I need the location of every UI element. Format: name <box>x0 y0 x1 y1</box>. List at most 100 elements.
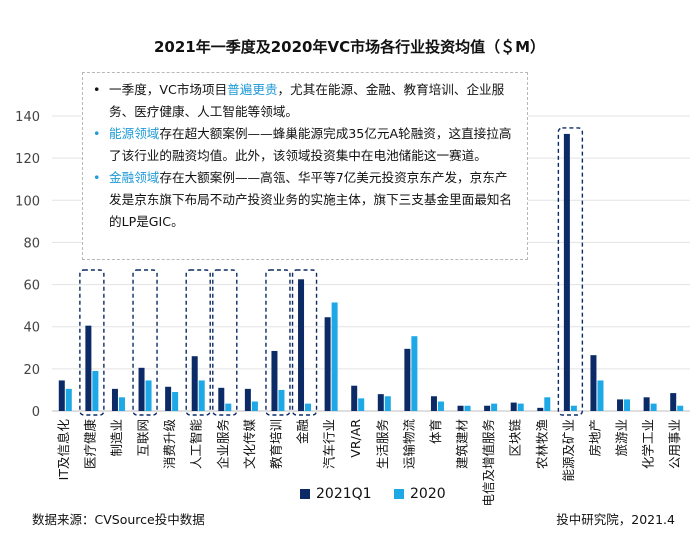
bar-2021q1 <box>324 317 331 411</box>
bar-2020 <box>92 370 99 411</box>
bar-2020 <box>145 380 152 411</box>
bar-2021q1 <box>58 380 65 411</box>
y-tick-label: 140 <box>15 110 40 125</box>
bar-2021q1 <box>85 325 92 411</box>
bar-2021q1 <box>377 394 384 411</box>
bar-2021q1 <box>271 350 278 411</box>
bar-2021q1 <box>165 386 172 411</box>
bar-2020 <box>677 405 684 411</box>
x-tick-label: 文化传媒 <box>242 419 257 470</box>
bar-2020 <box>570 405 577 411</box>
annotation-text: 存在大额案例——高瓴、华平等7亿美元投资京东产发，京东产发是京东旗下布局不动产投… <box>109 170 512 229</box>
highlight-box <box>132 269 158 416</box>
bar-2021q1 <box>138 367 145 411</box>
bar-2020 <box>491 403 498 411</box>
chart-title: 2021年一季度及2020年VC市场各行业投资均值（＄M） <box>153 38 546 56</box>
bar-2021q1 <box>351 385 358 411</box>
legend-label: 2020 <box>410 486 446 502</box>
highlight-box <box>557 127 584 416</box>
highlight-box <box>291 269 318 416</box>
bar-2021q1 <box>484 405 491 411</box>
bar-2021q1 <box>643 397 650 411</box>
y-tick-label: 0 <box>32 405 40 420</box>
bar-2020 <box>464 405 471 411</box>
annotation-text: 一季度，VC市场项目 <box>109 82 228 97</box>
x-tick-label: 生活服务 <box>375 419 390 469</box>
y-tick-label: 80 <box>23 236 40 251</box>
bar-2020 <box>437 401 444 411</box>
data-source: 数据来源：CVSource投中数据 <box>32 512 205 527</box>
x-tick-label: 体育 <box>428 419 443 444</box>
legend-item-2020: 2020 <box>394 486 446 502</box>
bar-2020 <box>411 336 418 411</box>
x-tick-label: 旅游业 <box>614 419 629 457</box>
x-tick-label: 消费升级 <box>162 419 177 470</box>
bar-2021q1 <box>430 396 437 411</box>
x-tick-label: 房地产 <box>587 419 602 457</box>
legend-label: 2021Q1 <box>316 486 372 502</box>
bar-2020 <box>225 403 232 411</box>
bar-2021q1 <box>670 393 677 411</box>
x-tick-label: 区块链 <box>508 419 523 457</box>
credit: 投中研究院，2021.4 <box>556 512 675 527</box>
bar-2020 <box>517 403 524 411</box>
annotation-paragraph-2: • 能源领域存在超大额案例——蜂巢能源完成35亿元A轮融资，这直接拉高了该行业的… <box>91 123 519 167</box>
x-tick-label: 电信及增值服务 <box>481 419 496 507</box>
bar-2021q1 <box>111 388 118 411</box>
bar-2021q1 <box>617 399 624 411</box>
x-tick-label: 互联网 <box>136 419 151 457</box>
highlight-box <box>185 269 211 416</box>
bar-2020 <box>650 403 657 411</box>
y-tick-label: 20 <box>23 363 40 378</box>
y-tick-label: 60 <box>23 279 40 294</box>
bar-2021q1 <box>298 279 305 411</box>
annotation-highlight: 金融领域 <box>109 170 160 185</box>
x-tick-label: 化学工业 <box>641 419 656 469</box>
x-tick-label: 教育培训 <box>268 419 283 469</box>
x-tick-label: 能源及矿业 <box>561 419 576 482</box>
x-tick-label: 人工智能 <box>189 419 204 470</box>
bar-2020 <box>624 399 631 411</box>
bar-2021q1 <box>510 402 517 411</box>
bar-2020 <box>358 398 365 411</box>
x-tick-labels: IT及信息化 医疗健康 制造业 互联网 消费升级 人工智能 企业服务 文化传媒 教育培训 金融 汽车… <box>56 419 682 507</box>
bar-2020 <box>278 389 285 411</box>
x-tick-label: 建筑建材 <box>455 419 470 469</box>
bar-2021q1 <box>563 133 570 412</box>
x-tick-label: 医疗健康 <box>82 419 97 470</box>
x-tick-label: VR/AR <box>348 419 363 458</box>
x-tick-label: 公用事业 <box>667 419 682 469</box>
bar-2021q1 <box>404 348 411 411</box>
highlight-box <box>79 269 105 416</box>
x-tick-label: 运输物流 <box>401 419 416 470</box>
bar-2021q1 <box>218 387 225 411</box>
annotation-box: • 一季度，VC市场项目普遍更贵，尤其在能源、金融、教育培训、企业服务、医疗健康… <box>82 72 528 260</box>
x-tick-label: 企业服务 <box>215 419 230 469</box>
highlight-boxes <box>79 127 584 416</box>
bar-2020 <box>118 397 125 411</box>
annotation-text: ，尤其在能源、金融、教育培训、企业服务、医疗健康、人工智能等领域。 <box>109 82 505 119</box>
highlight-box <box>265 269 291 416</box>
legend-swatch <box>394 489 404 499</box>
x-tick-label: 汽车行业 <box>322 419 337 469</box>
y-tick-label: 100 <box>15 194 40 209</box>
bullet: • <box>93 126 101 141</box>
legend-swatch <box>300 489 310 499</box>
y-tick-label: 120 <box>15 152 40 167</box>
bar-2021q1 <box>457 405 464 411</box>
y-tick-label: 40 <box>23 321 40 336</box>
x-tick-label: 金融 <box>295 419 310 445</box>
x-tick-label: 农林牧渔 <box>534 419 549 469</box>
y-tick-labels: 0 20 40 60 80 100 120 140 <box>15 110 40 420</box>
bar-2020 <box>305 403 312 411</box>
bar-2020 <box>331 302 338 411</box>
bar-2020 <box>198 380 205 411</box>
bar-2020 <box>251 401 258 411</box>
highlight-box <box>212 269 238 416</box>
bar-2021q1 <box>191 356 198 411</box>
bar-2020 <box>597 380 604 411</box>
x-tick-label: 制造业 <box>109 419 124 457</box>
annotation-text: 存在超大额案例——蜂巢能源完成35亿元A轮融资，这直接拉高了该行业的融资均值。此… <box>109 126 512 163</box>
bar-2021q1 <box>537 407 544 411</box>
bar-2020 <box>384 396 391 411</box>
